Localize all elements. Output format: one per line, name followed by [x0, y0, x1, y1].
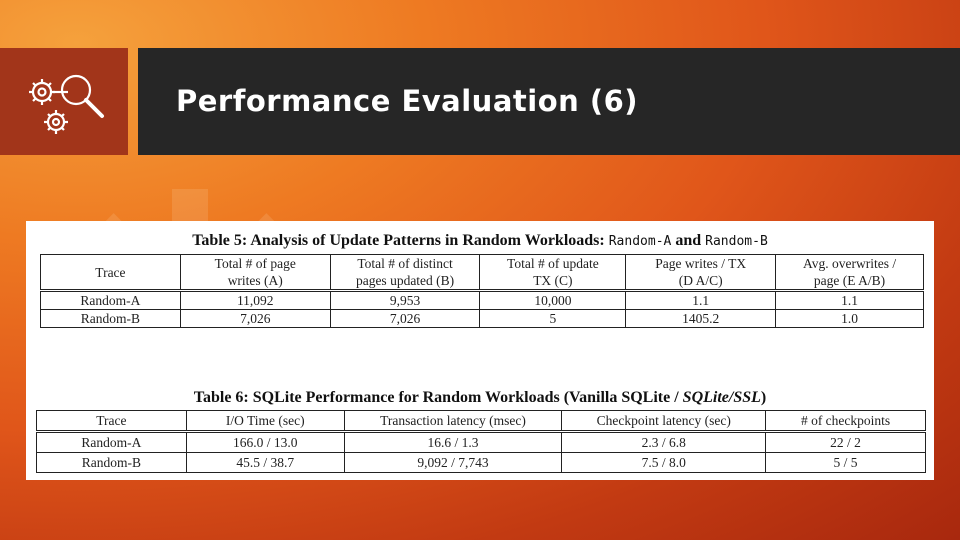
title-bar: Performance Evaluation (6)	[138, 48, 960, 155]
table6-header-cell: Checkpoint latency (sec)	[561, 410, 767, 432]
table5-caption: Table 5: Analysis of Update Patterns in …	[26, 232, 934, 250]
table6-caption-suffix: )	[760, 389, 767, 406]
table6-cell: 2.3 / 6.8	[561, 430, 767, 453]
table6-caption-italic: SQLite/SSL	[682, 389, 761, 406]
table5-header-cell: Total # of distinct pages updated (B)	[329, 254, 481, 291]
table5-caption-text: Table 5: Analysis of Update Patterns in …	[192, 232, 605, 249]
table6-caption: Table 6: SQLite Performance for Random W…	[26, 389, 934, 407]
table5-header-cell: Total # of page writes (A)	[179, 254, 331, 291]
table6-cell: 7.5 / 8.0	[561, 452, 767, 473]
table5-cell: Random-B	[40, 309, 181, 328]
table5-header-cell: Avg. overwrites / page (E A/B)	[775, 254, 924, 291]
table6-header-cell: I/O Time (sec)	[185, 410, 345, 432]
icon-box	[0, 48, 128, 155]
table6-cell: Random-A	[36, 430, 187, 453]
table5-header-cell: Page writes / TX (D A/C)	[625, 254, 777, 291]
table6-cell: 5 / 5	[765, 452, 926, 473]
slide-title: Performance Evaluation (6)	[176, 84, 639, 118]
table6-cell: 22 / 2	[765, 430, 926, 453]
table5-caption-code-a: Random-A	[608, 234, 672, 249]
table5-cell: 5	[479, 309, 627, 328]
table5-header-row: Trace Total # of page writes (A) Total # …	[40, 254, 924, 291]
table5-cell: 7,026	[179, 309, 331, 328]
table6-caption-text: Table 6: SQLite Performance for Random W…	[193, 389, 679, 406]
table5: Trace Total # of page writes (A) Total # …	[40, 254, 924, 328]
table-row: Random-B 7,026 7,026 5 1405.2 1.0	[40, 309, 924, 328]
table-row: Random-A 11,092 9,953 10,000 1.1 1.1	[40, 289, 924, 310]
table6-cell: 9,092 / 7,743	[343, 452, 563, 473]
table5-cell: 11,092	[179, 289, 331, 310]
table5-cell: 1405.2	[625, 309, 777, 328]
table5-cell: 9,953	[329, 289, 481, 310]
table-row: Random-B 45.5 / 38.7 9,092 / 7,743 7.5 /…	[36, 452, 926, 473]
table6-header-row: Trace I/O Time (sec) Transaction latency…	[36, 410, 926, 432]
tables-image: Table 5: Analysis of Update Patterns in …	[26, 221, 934, 480]
table6-header-cell: Transaction latency (msec)	[343, 410, 563, 432]
table6-cell: 166.0 / 13.0	[185, 430, 345, 453]
table6-cell: 45.5 / 38.7	[185, 452, 345, 473]
gears-magnifier-icon	[29, 74, 104, 134]
table6-cell: Random-B	[36, 452, 187, 473]
table6-cell: 16.6 / 1.3	[343, 430, 563, 453]
table5-caption-and: and	[675, 232, 702, 249]
table5-caption-code-b: Random-B	[705, 234, 768, 249]
table5-cell: 1.0	[775, 309, 924, 328]
table5-cell: Random-A	[40, 289, 181, 310]
table5-cell: 1.1	[625, 289, 777, 310]
table5-header-cell: Total # of update TX (C)	[479, 254, 627, 291]
table6-header-cell: Trace	[36, 410, 187, 432]
table-row: Random-A 166.0 / 13.0 16.6 / 1.3 2.3 / 6…	[36, 430, 926, 453]
table5-cell: 1.1	[775, 289, 924, 310]
table5-header-cell: Trace	[40, 254, 181, 291]
table5-cell: 10,000	[479, 289, 627, 310]
table6: Trace I/O Time (sec) Transaction latency…	[36, 410, 926, 473]
table5-cell: 7,026	[329, 309, 481, 328]
table6-header-cell: # of checkpoints	[765, 410, 926, 432]
